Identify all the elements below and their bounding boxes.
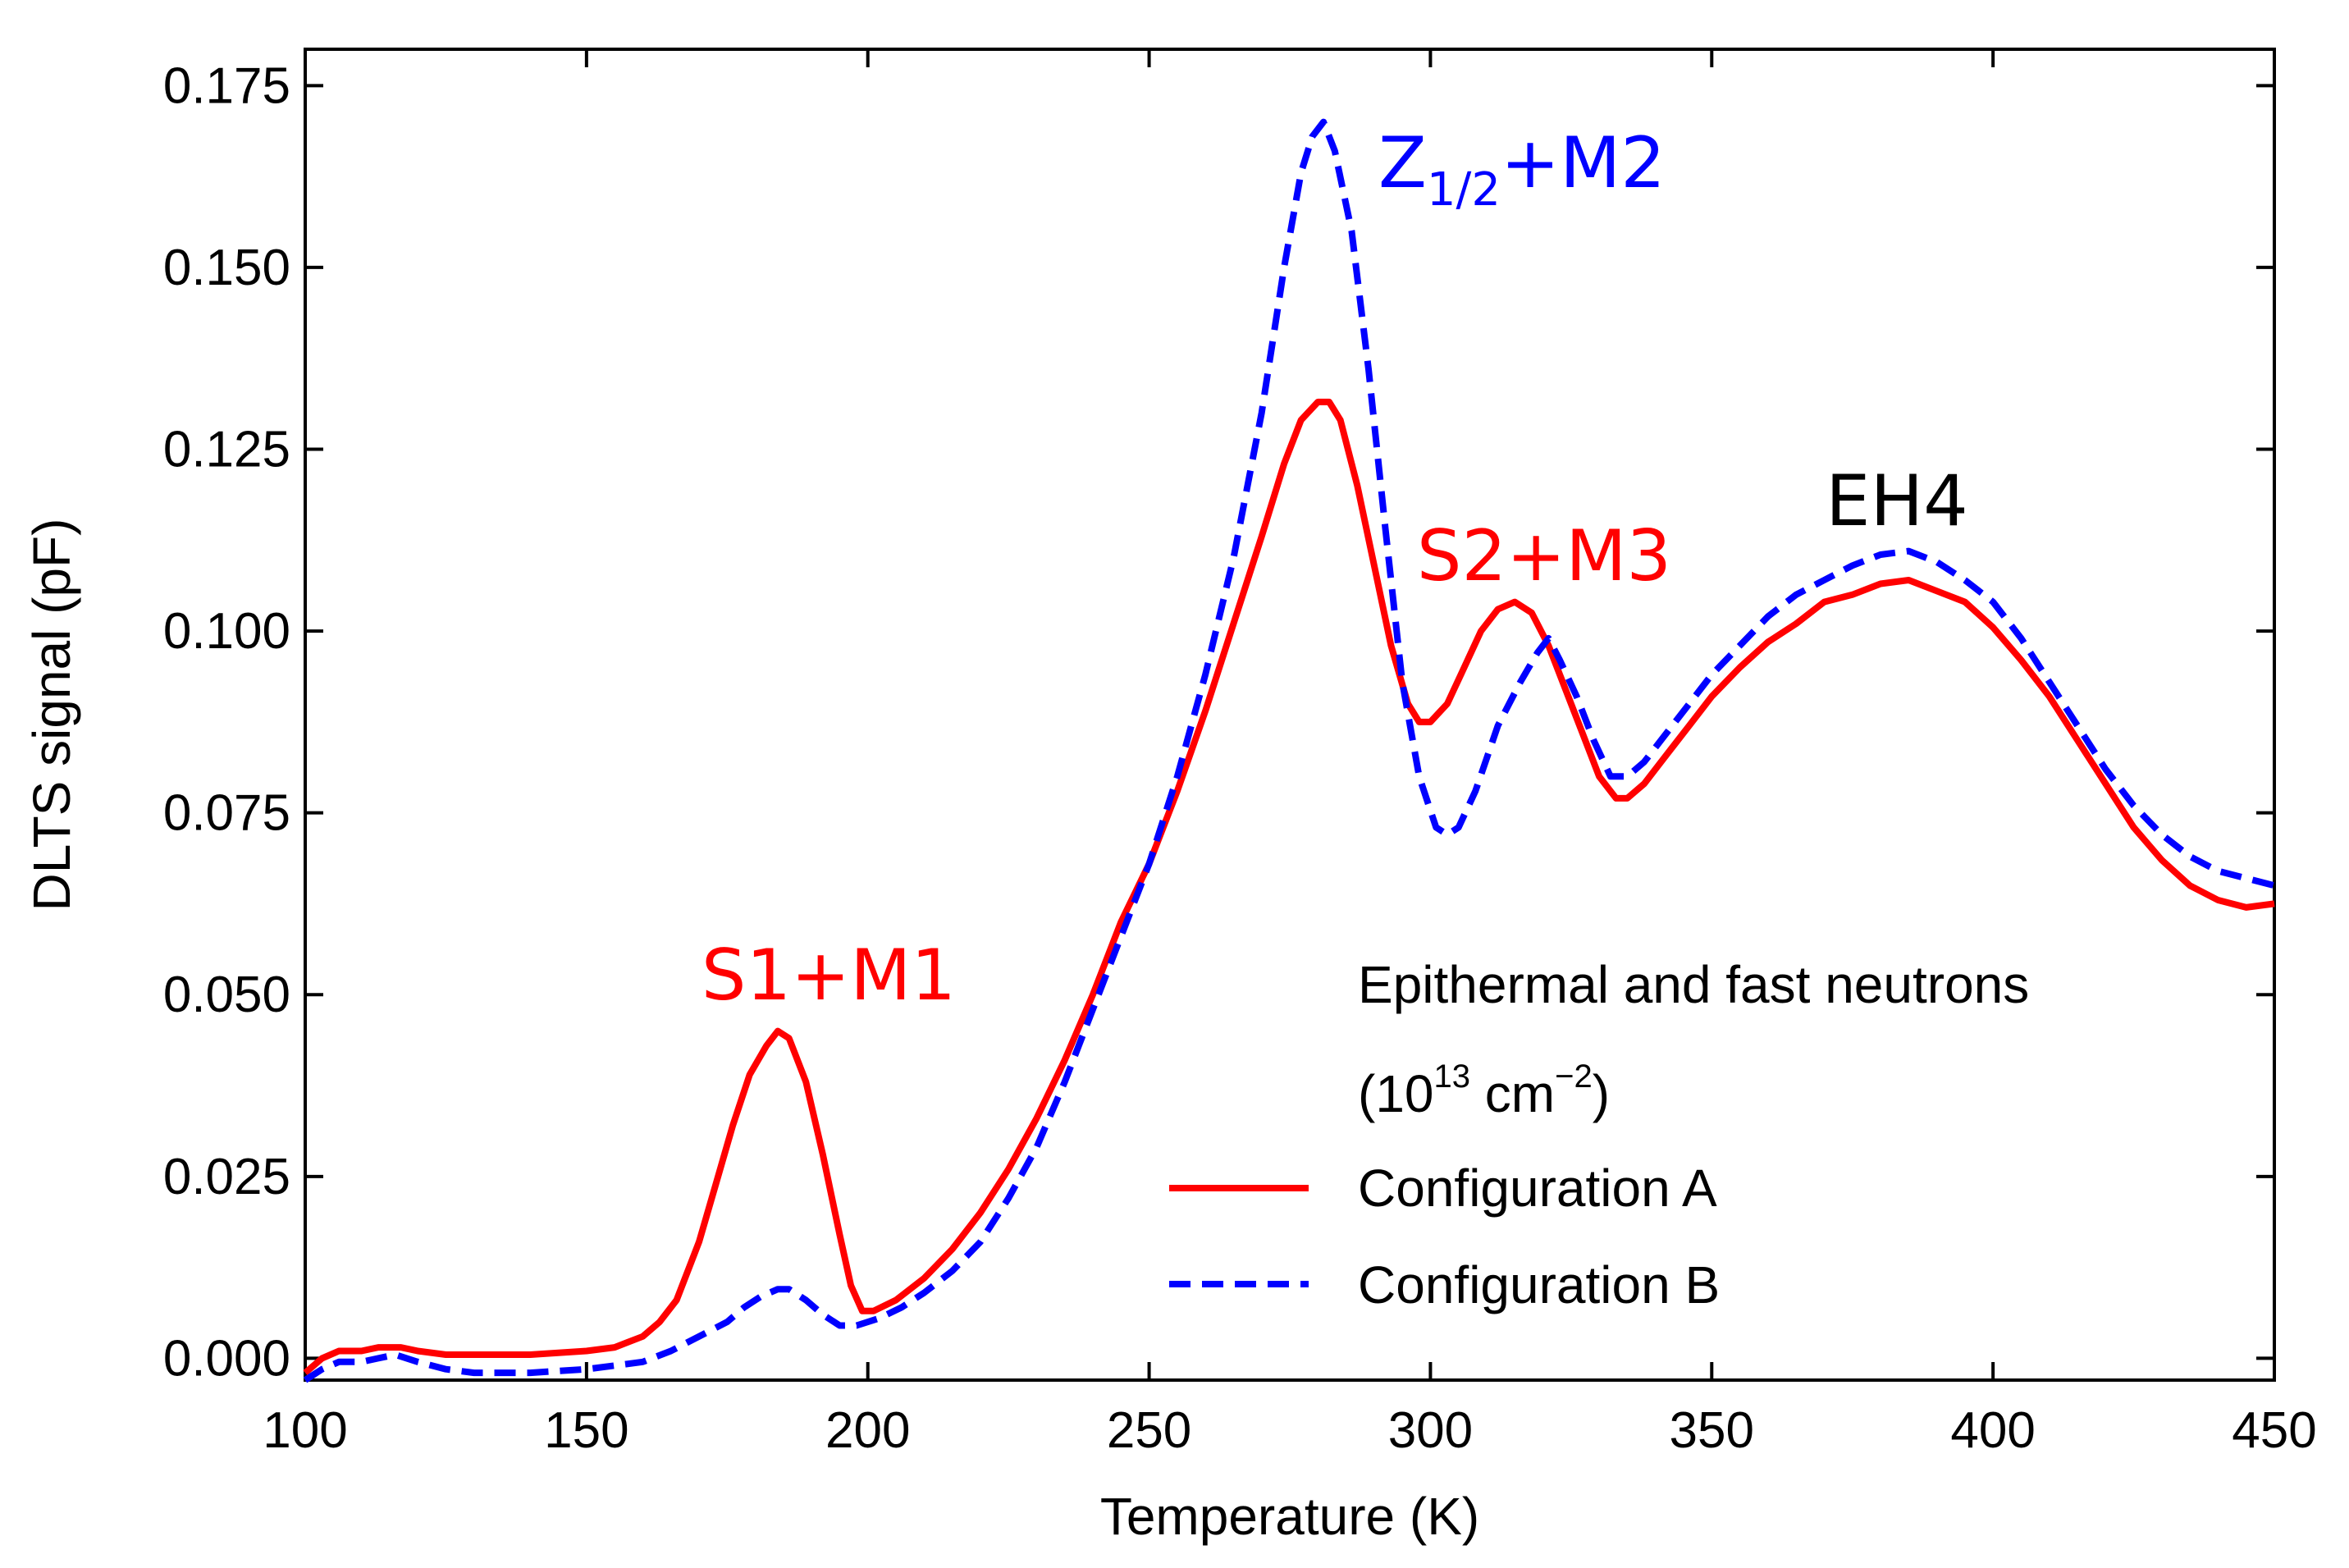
series-line-configuration-a — [303, 398, 2275, 1376]
annotation-s2-m3: S2+M3 — [1417, 515, 1671, 597]
y-tick-label-0.000: 0.000 — [163, 1330, 290, 1387]
legend-title-line1: Epithermal and fast neutrons — [1358, 955, 2029, 1014]
y-tick-label-0.175: 0.175 — [163, 57, 290, 114]
x-tick-label-100: 100 — [263, 1402, 347, 1459]
x-tick-label-200: 200 — [825, 1402, 910, 1459]
annotation-eh4: EH4 — [1826, 460, 1968, 542]
y-tick-label-0.025: 0.025 — [163, 1149, 290, 1205]
x-tick-label-300: 300 — [1388, 1402, 1473, 1459]
annotation-z12-rest: +M2 — [1501, 122, 1666, 204]
x-tick-label-350: 350 — [1670, 1402, 1754, 1459]
x-axis-ticks: 100 150 200 250 300 350 400 450 — [263, 49, 2317, 1459]
y-tick-label-0.125: 0.125 — [163, 421, 290, 478]
legend-label-config-b: Configuration B — [1358, 1255, 1720, 1314]
y-axis-ticks: 0.000 0.025 0.050 0.075 0.100 0.125 0.150 0.175 — [163, 57, 2274, 1387]
legend-title-line2: (1013 cm−2) — [1358, 1058, 1610, 1123]
series-line-configuration-b — [303, 118, 2276, 1383]
annotation-z12-main: Z — [1378, 122, 1427, 204]
plot-frame — [304, 48, 2276, 1382]
legend: Epithermal and fast neutrons (1013 cm−2)… — [1169, 955, 2029, 1314]
x-tick-label-150: 150 — [544, 1402, 628, 1459]
annotation-s1-m1: S1+M1 — [702, 935, 956, 1017]
y-tick-label-0.050: 0.050 — [163, 967, 290, 1023]
series-layer — [303, 118, 2276, 1383]
legend-label-config-a: Configuration A — [1358, 1159, 1717, 1218]
annotation-z12-subscript: 1/2 — [1427, 163, 1501, 217]
y-tick-label-0.075: 0.075 — [163, 785, 290, 842]
annotation-z12-m2: Z1/2+M2 — [1378, 122, 1666, 217]
y-tick-label-0.150: 0.150 — [163, 240, 290, 296]
y-tick-label-0.100: 0.100 — [163, 603, 290, 660]
x-tick-label-400: 400 — [1950, 1402, 2035, 1459]
x-axis-title: Temperature (K) — [1100, 1487, 1479, 1546]
x-tick-label-450: 450 — [2232, 1402, 2316, 1459]
y-axis-title: DLTS signal (pF) — [22, 519, 81, 912]
x-tick-label-250: 250 — [1107, 1402, 1191, 1459]
